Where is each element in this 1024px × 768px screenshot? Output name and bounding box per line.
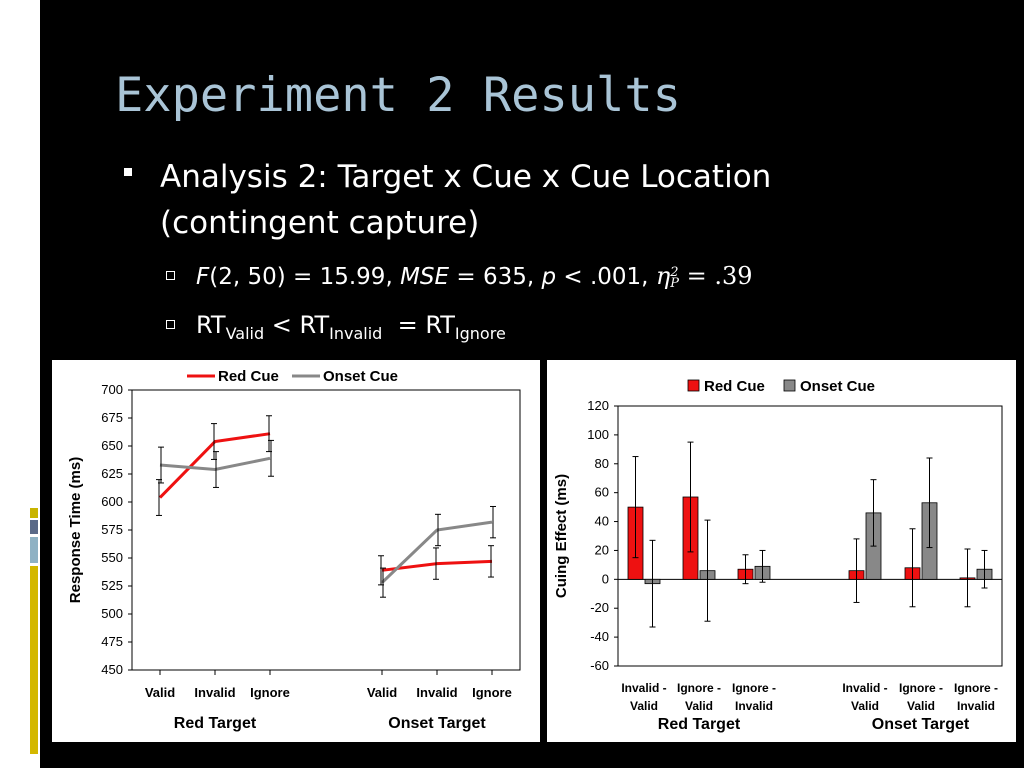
- y-tick-label: 600: [101, 494, 123, 509]
- x-tick-label: Valid: [630, 699, 658, 713]
- y-tick-label: 550: [101, 550, 123, 565]
- y-axis-label: Cuing Effect (ms): [553, 474, 570, 598]
- x-tick-label: Valid: [907, 699, 935, 713]
- y-tick-label: 700: [101, 382, 123, 397]
- slide-title: Experiment 2 Results: [115, 68, 681, 123]
- stat-mse: MSE: [400, 264, 450, 290]
- y-tick-label: 475: [101, 634, 123, 649]
- legend-label: Red Cue: [704, 378, 765, 395]
- y-tick-label: 0: [602, 571, 609, 586]
- stat-text: = 635,: [449, 264, 542, 290]
- y-tick-label: 525: [101, 578, 123, 593]
- y-tick-label: 80: [595, 456, 609, 471]
- stat-p: p: [541, 264, 557, 290]
- x-tick-label: Ignore -: [677, 681, 721, 695]
- legend-swatch-red-cue: [687, 379, 700, 392]
- y-tick-label: 20: [595, 542, 609, 557]
- rt-line: RTValid < RTInvalid = RTIgnore: [196, 311, 506, 343]
- stat-eta-value: = .39: [678, 262, 753, 290]
- x-tick-label: Valid: [685, 699, 713, 713]
- x-tick-label: Invalid: [194, 685, 235, 700]
- y-tick-label: 60: [595, 485, 609, 500]
- x-tick-label: Invalid -: [842, 681, 887, 695]
- stat-f: F: [196, 264, 210, 290]
- legend-label: Red Cue: [218, 368, 279, 385]
- stat-text: (2, 50) = 15.99,: [209, 264, 401, 290]
- legend-swatch-onset-cue: [783, 379, 796, 392]
- x-tick-label: Valid: [367, 685, 397, 700]
- decor-stripe: [30, 508, 38, 518]
- x-tick-label: Ignore -: [954, 681, 998, 695]
- bullet-line-2: (contingent capture): [160, 205, 480, 241]
- decor-stripe: [30, 537, 38, 563]
- x-tick-label: Invalid: [957, 699, 995, 713]
- x-tick-label: Invalid: [735, 699, 773, 713]
- decor-stripe: [30, 566, 38, 754]
- y-tick-label: 100: [587, 427, 609, 442]
- x-tick-label: Invalid: [416, 685, 457, 700]
- y-tick-label: 575: [101, 522, 123, 537]
- bar-chart: -60 -40 -20 0 20 40 60 80 100 120 Invalid - Valid Ig…: [553, 378, 1003, 733]
- group-label: Red Target: [174, 715, 257, 732]
- series-line-onset-cue: [380, 520, 493, 584]
- group-label: Onset Target: [872, 716, 970, 733]
- x-tick-label: Invalid -: [621, 681, 666, 695]
- sub-bullet-marker: [166, 271, 175, 280]
- sub-bullet-marker: [166, 320, 175, 329]
- main-bullet: Analysis 2: Target x Cue x Cue Location …: [160, 154, 860, 246]
- y-tick-label: -60: [590, 658, 609, 673]
- legend-label: Onset Cue: [800, 378, 875, 395]
- legend-label: Onset Cue: [323, 368, 398, 385]
- x-tick-label: Ignore -: [899, 681, 943, 695]
- decor-stripe: [30, 520, 38, 534]
- series-line-red-cue: [381, 559, 493, 572]
- y-tick-label: 450: [101, 662, 123, 677]
- y-tick-label: -40: [590, 629, 609, 644]
- line-chart: 450 475 500 525 550 575 600 625 650 675 700 Valid In…: [67, 368, 521, 732]
- group-label: Red Target: [658, 716, 741, 733]
- stats-line: F(2, 50) = 15.99, MSE = 635, p < .001, η…: [196, 262, 753, 290]
- y-axis-label: Response Time (ms): [67, 457, 84, 603]
- y-tick-label: 625: [101, 466, 123, 481]
- series-line-onset-cue: [159, 456, 271, 472]
- x-tick-label: Ignore: [250, 685, 290, 700]
- x-tick-label: Valid: [145, 685, 175, 700]
- y-tick-label: 120: [587, 398, 609, 413]
- plot-area: [617, 405, 1003, 667]
- y-tick-label: 500: [101, 606, 123, 621]
- bullet-line-1: Analysis 2: Target x Cue x Cue Location: [160, 159, 772, 195]
- y-tick-label: -20: [590, 600, 609, 615]
- bullet-marker: [124, 168, 132, 176]
- y-tick-label: 40: [595, 514, 609, 529]
- group-label: Onset Target: [388, 715, 486, 732]
- x-tick-label: Valid: [851, 699, 879, 713]
- x-tick-label: Ignore -: [732, 681, 776, 695]
- y-tick-label: 650: [101, 438, 123, 453]
- bar-chart-panel: -60 -40 -20 0 20 40 60 80 100 120 Invalid - Valid Ig…: [547, 360, 1016, 742]
- x-tick-label: Ignore: [472, 685, 512, 700]
- line-chart-panel: 450 475 500 525 550 575 600 625 650 675 700 Valid In…: [52, 360, 540, 742]
- stat-text: < .001,: [556, 264, 656, 290]
- series-line-red-cue: [158, 432, 271, 499]
- plot-area: [131, 389, 521, 671]
- y-tick-label: 675: [101, 410, 123, 425]
